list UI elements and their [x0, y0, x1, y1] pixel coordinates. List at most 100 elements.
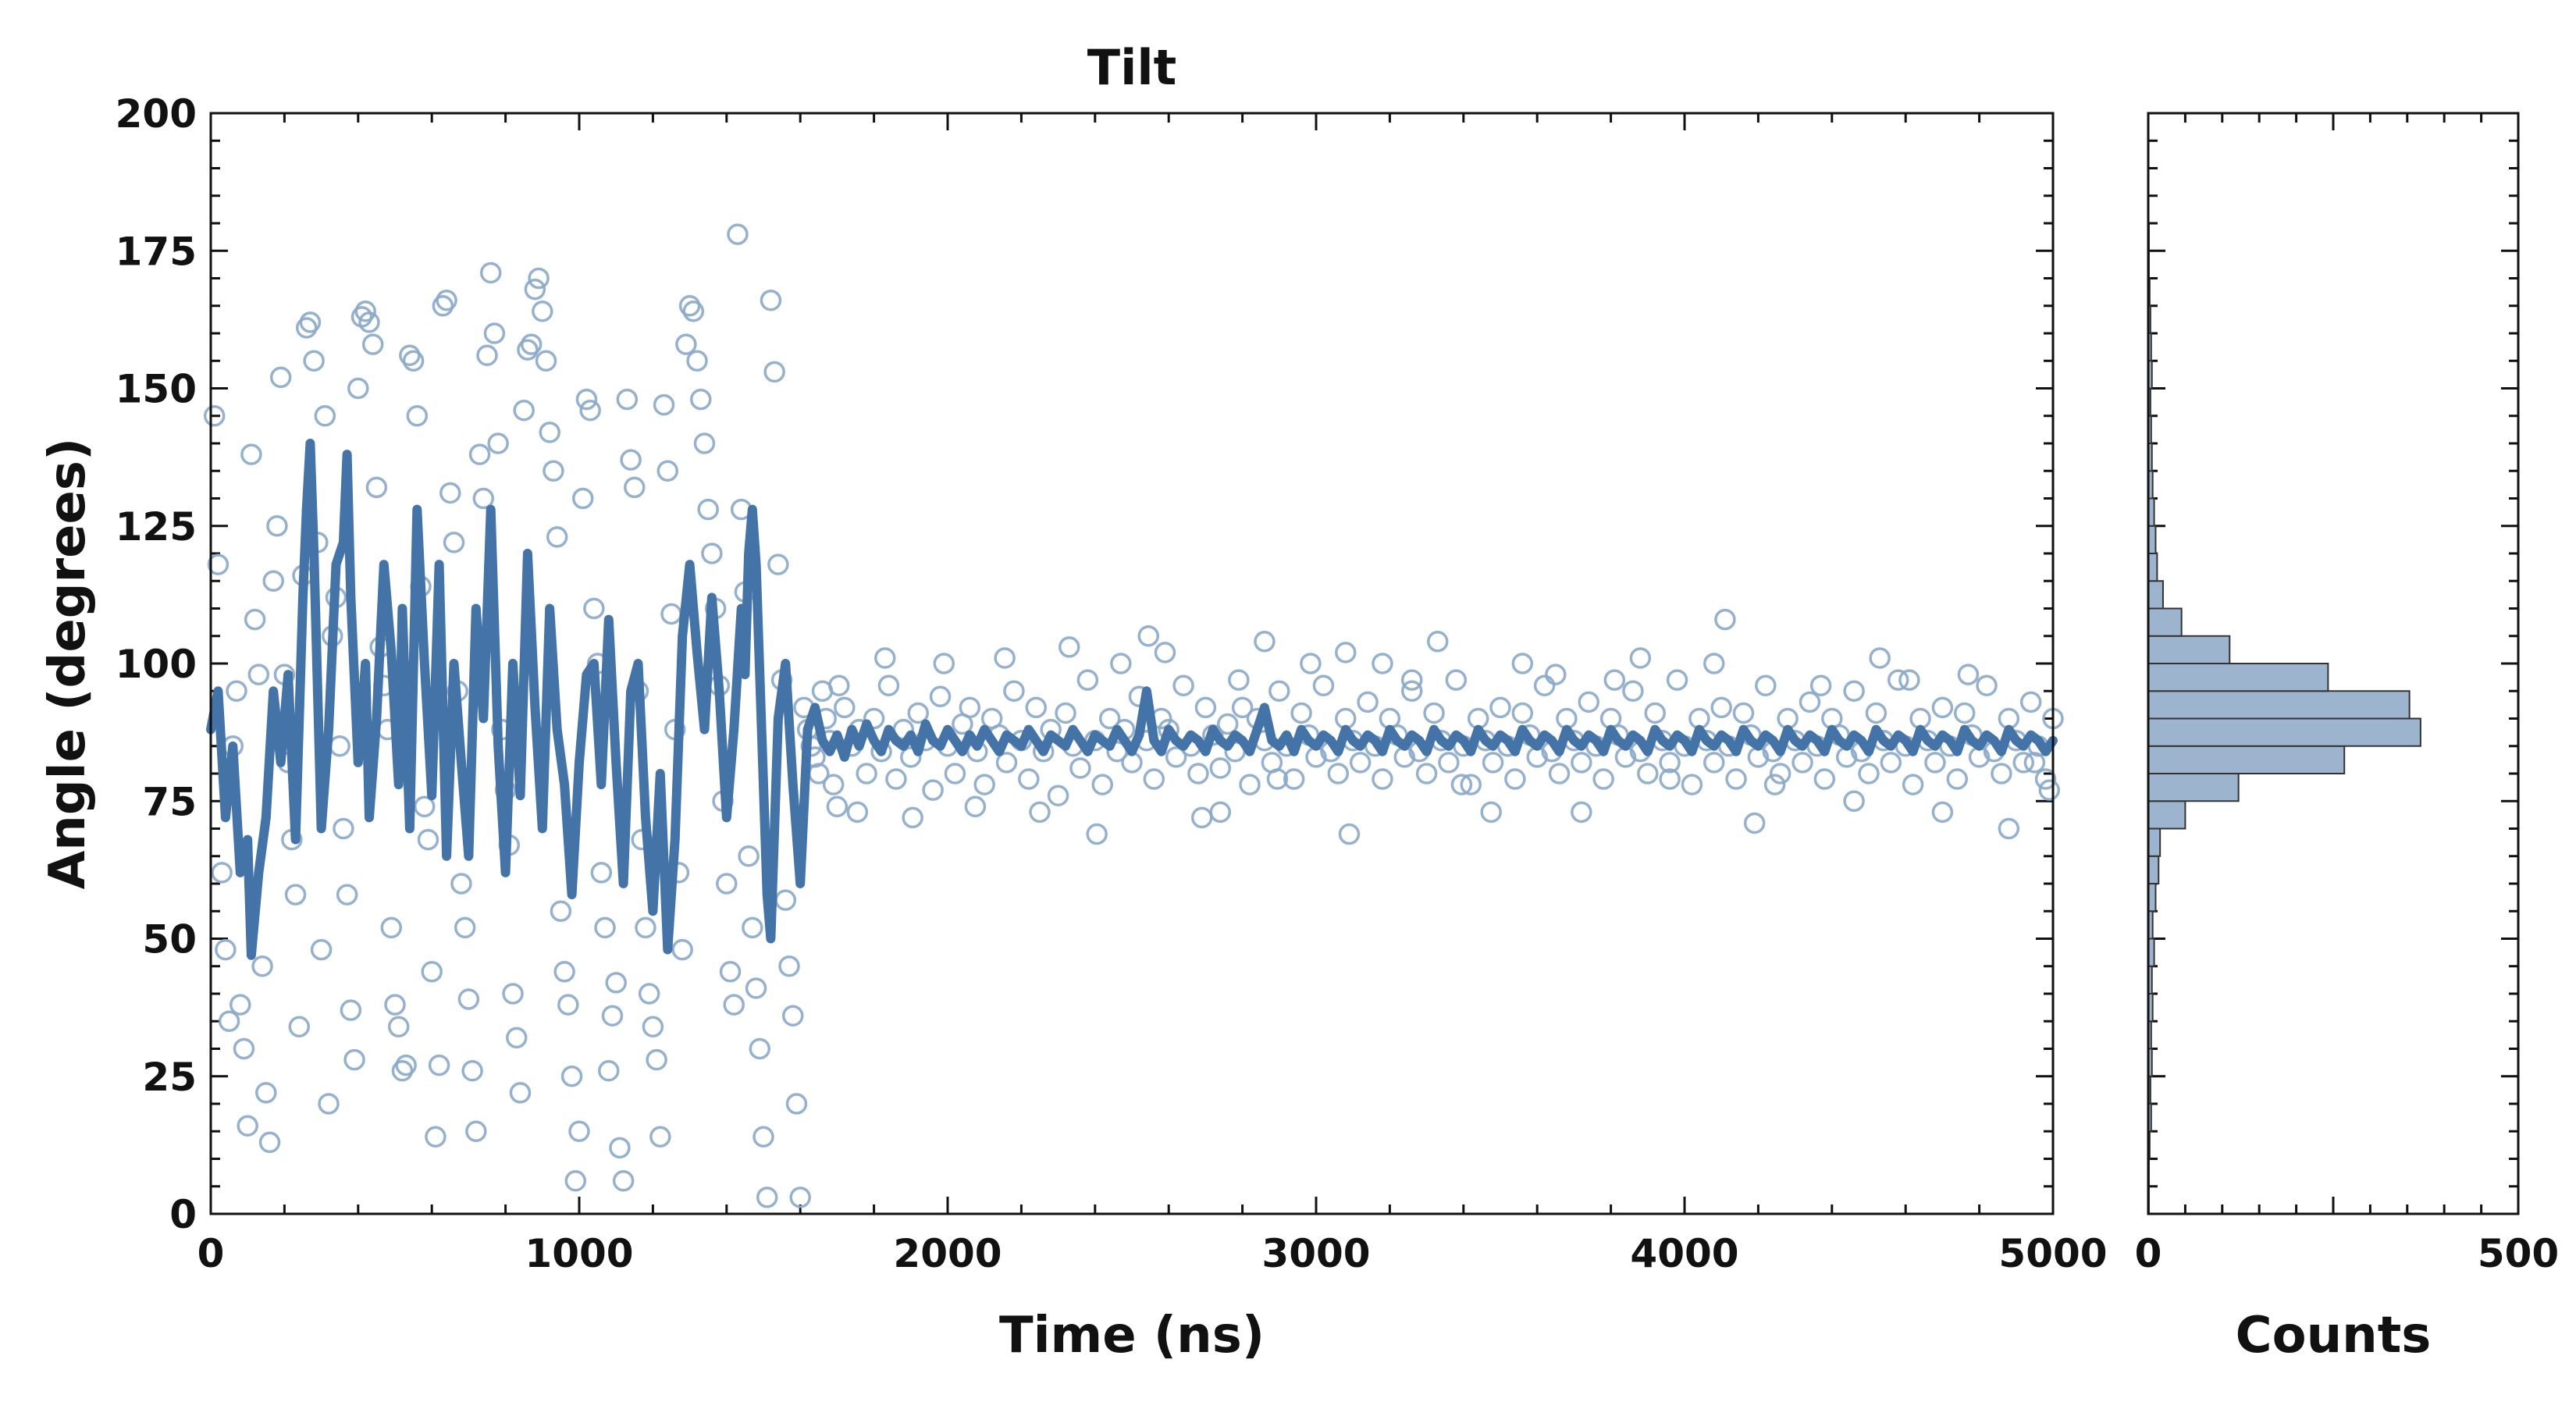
scatter-point — [1629, 647, 1652, 669]
scatter-point — [1931, 801, 1954, 824]
scatter-point — [671, 938, 693, 961]
y-tick-label: 100 — [116, 642, 197, 687]
y-tick-label: 50 — [142, 917, 197, 962]
histogram-bar — [2147, 553, 2158, 582]
scatter-point — [1545, 664, 1567, 685]
scatter-point — [1953, 702, 1976, 724]
scatter-point — [1813, 768, 1836, 790]
scatter-point — [785, 1093, 808, 1115]
scatter-point — [476, 344, 498, 366]
scatter-point — [575, 388, 598, 411]
scatter-point — [266, 515, 288, 537]
scatter-point — [1086, 823, 1108, 845]
x-tick-label: 1000 — [525, 1231, 633, 1276]
scatter-point — [1098, 707, 1121, 730]
scatter-point — [1603, 669, 1626, 691]
x-tick-labels: 0 1000 2000 3000 4000 5000 — [197, 1231, 2108, 1276]
scatter-point — [1659, 752, 1681, 774]
scatter-point — [642, 1016, 664, 1038]
scatter-point — [380, 916, 403, 939]
scatter-point — [1209, 801, 1232, 824]
scatter-point — [432, 295, 454, 317]
scatter-point — [1055, 702, 1076, 724]
y-tick-label: 125 — [116, 504, 197, 550]
histogram-x-tick-labels: 0 500 — [2135, 1231, 2560, 1276]
scatter-point — [1809, 674, 1832, 696]
histogram-x-tick-label: 500 — [2478, 1231, 2559, 1276]
scatter-point — [520, 333, 543, 355]
y-tick-label: 150 — [116, 367, 197, 412]
scatter-point — [550, 900, 572, 922]
scatter-point — [399, 344, 421, 366]
scatter-point — [314, 405, 336, 427]
scatter-point — [1029, 801, 1051, 824]
scatter-point — [742, 916, 763, 939]
scatter-point — [1924, 752, 1946, 774]
scatter-point — [1622, 680, 1644, 702]
y-tick-labels: 0 25 50 75 100 125 150 175 200 — [116, 91, 197, 1237]
scatter-point — [1571, 752, 1592, 774]
scatter-point — [635, 916, 656, 939]
x-axis-title: Time (ns) — [999, 1307, 1265, 1365]
scatter-point — [690, 388, 712, 411]
main-plot-frame — [209, 112, 2055, 1215]
scatter-point — [1427, 631, 1449, 653]
scatter-point — [391, 1059, 414, 1082]
scatter-point — [303, 350, 325, 372]
scatter-point — [509, 1082, 532, 1104]
scatter-point — [612, 1169, 635, 1192]
scatter-point — [450, 873, 472, 895]
scatter-point — [269, 366, 292, 389]
scatter-point — [1659, 768, 1681, 790]
scatter-point — [414, 795, 436, 818]
scatter-point — [1194, 696, 1217, 719]
y-tick-label: 200 — [116, 91, 197, 137]
scatter-point — [1743, 812, 1766, 834]
scatter-point — [1076, 669, 1099, 691]
x-tick-label: 2000 — [893, 1231, 1002, 1276]
scatter-point — [678, 295, 701, 317]
scatter-point — [535, 350, 557, 372]
scatter-point — [564, 1169, 587, 1192]
scatter-point — [2019, 691, 2042, 713]
scatter-point — [1231, 696, 1254, 719]
scatter-point — [1799, 691, 1821, 713]
scatter-point — [402, 350, 425, 372]
scatter-point — [1931, 696, 1954, 719]
scatter-point — [1143, 768, 1165, 790]
scatter-point — [1714, 608, 1736, 631]
scatter-point — [347, 377, 369, 400]
scatter-point — [1957, 664, 1980, 685]
scatter-point — [973, 774, 995, 795]
scatter-point — [465, 1120, 487, 1142]
histogram-x-axis-title: Counts — [2236, 1307, 2432, 1365]
scatter-point — [1533, 674, 1556, 696]
scatter-point — [1290, 702, 1312, 724]
scatter-point — [1504, 768, 1526, 790]
scatter-point — [624, 476, 646, 499]
scatter-point — [395, 1054, 417, 1076]
histogram-bar — [2147, 663, 2329, 692]
scatter-point — [439, 482, 461, 504]
scatter-point — [226, 680, 247, 702]
scatter-point — [749, 1037, 771, 1060]
scatter-point — [1091, 774, 1113, 795]
scatter-point — [365, 476, 388, 499]
scatter-point — [406, 405, 429, 427]
scatter-point — [1300, 653, 1322, 674]
scatter-point — [343, 1048, 365, 1071]
x-tick-label: 0 — [197, 1231, 225, 1276]
scatter-point — [1592, 768, 1614, 790]
scatter-point — [995, 752, 1018, 774]
scatter-point — [778, 955, 800, 977]
scatter-point — [933, 653, 955, 674]
scatter-point — [944, 763, 966, 785]
scatter-point — [1482, 752, 1504, 774]
histogram-bar — [2147, 690, 2411, 720]
scatter-point — [233, 1037, 255, 1060]
histogram-bar — [2147, 745, 2346, 774]
scatter-point — [760, 289, 782, 311]
scatter-point — [479, 262, 502, 284]
